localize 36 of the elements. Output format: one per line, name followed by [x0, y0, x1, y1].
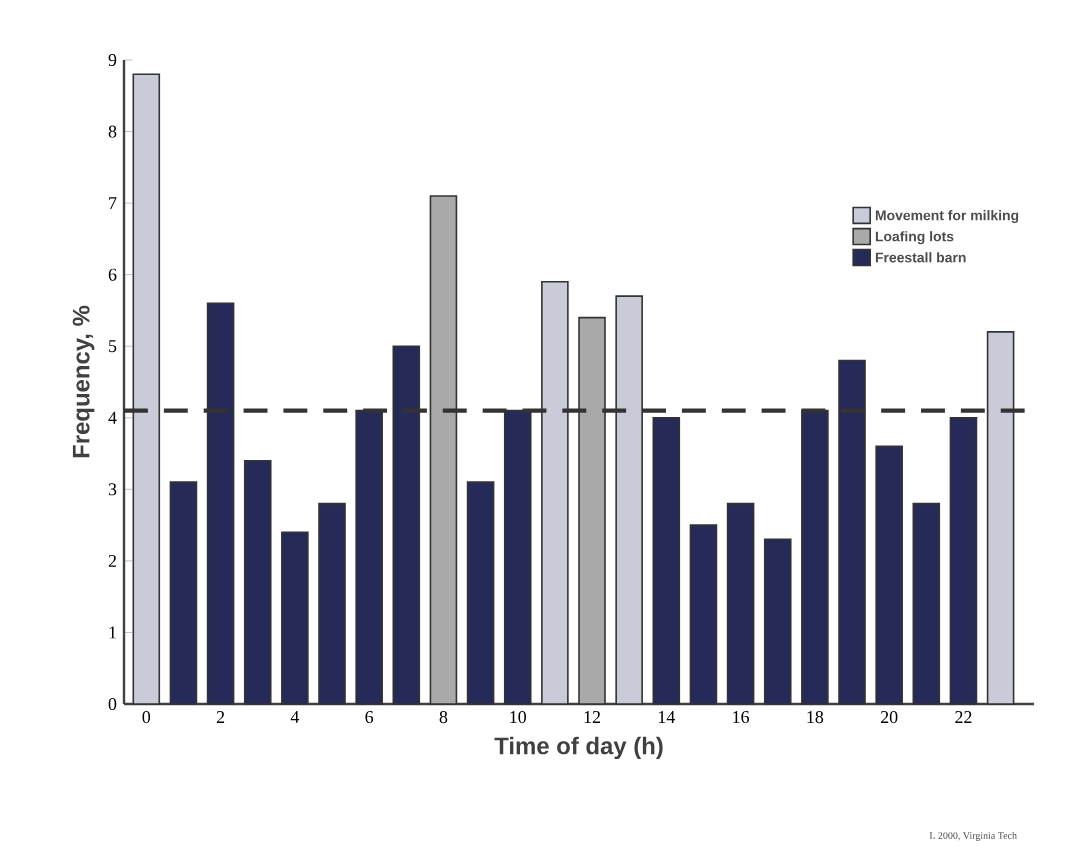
y-tick-label: 3 — [108, 483, 117, 496]
x-axis-title: Time of day (h) — [494, 736, 663, 760]
y-tick-label: 1 — [109, 626, 116, 639]
bar — [466, 481, 495, 705]
x-tick-label: 8 — [439, 711, 448, 724]
y-tick-label: 9 — [108, 53, 117, 67]
y-tick-label: 5 — [109, 340, 117, 353]
x-tick-label: 12 — [584, 711, 600, 723]
bar — [243, 459, 272, 705]
x-tick-label: 10 — [510, 711, 527, 724]
y-tick-label: 0 — [108, 697, 117, 711]
bar — [689, 524, 718, 705]
bar — [281, 531, 309, 705]
x-tick-label: 18 — [807, 711, 824, 724]
x-tick-label: 6 — [365, 711, 374, 724]
bar — [763, 538, 792, 705]
y-tick-label: 6 — [108, 268, 117, 281]
bar — [912, 502, 941, 705]
bar — [726, 502, 755, 705]
y-tick-label: 2 — [108, 554, 116, 567]
y-tick-label: 4 — [108, 411, 117, 424]
y-tick-label: 8 — [108, 125, 117, 138]
bar — [169, 481, 198, 705]
x-tick-label: 4 — [290, 711, 300, 723]
y-axis-title: Frequency, % — [72, 305, 95, 458]
x-tick-label: 22 — [955, 711, 972, 723]
x-tick-label: 16 — [733, 711, 750, 724]
x-tick-label: 2 — [216, 711, 225, 723]
x-tick-label: 14 — [658, 711, 675, 723]
y-tick-label: 7 — [109, 197, 117, 209]
bar — [949, 416, 978, 705]
bar — [875, 445, 903, 705]
x-tick-label: 0 — [142, 711, 151, 724]
x-tick-label: 20 — [880, 711, 898, 724]
bar — [652, 416, 681, 705]
bar — [318, 502, 346, 705]
